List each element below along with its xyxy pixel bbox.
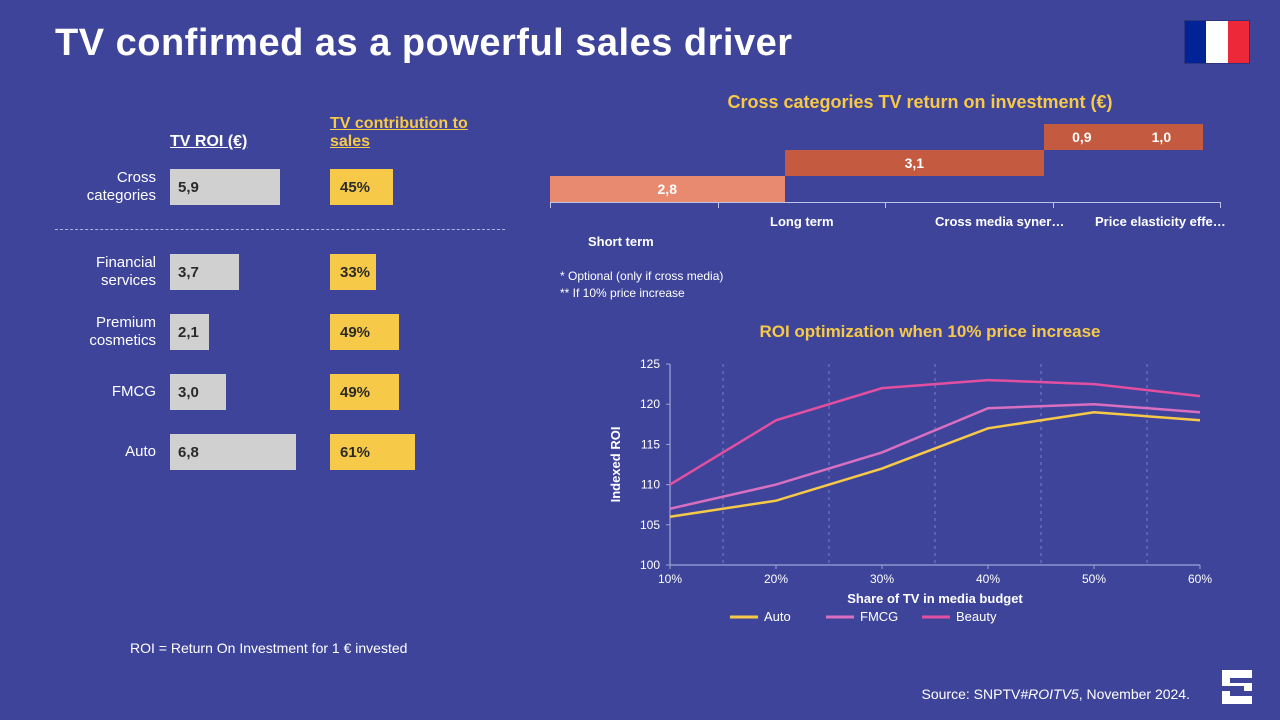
waterfall-segment: 0,9 xyxy=(1044,124,1119,150)
roi-bar: 5,9 xyxy=(170,169,280,205)
table-row: Premium cosmetics2,1 49% xyxy=(55,314,505,350)
waterfall-segment: 2,8 xyxy=(550,176,785,202)
row-label: Financial services xyxy=(55,254,170,290)
svg-text:50%: 50% xyxy=(1082,572,1106,586)
waterfall-segment: 3,1 xyxy=(785,150,1045,176)
contrib-bar: 49% xyxy=(330,374,399,410)
page-title: TV confirmed as a powerful sales driver xyxy=(55,22,793,65)
waterfall-label: Cross media syner… xyxy=(935,214,1064,229)
roi-bar: 2,1 xyxy=(170,314,209,350)
waterfall-chart: 2,8Short term3,1Long term0,9Cross media … xyxy=(550,120,1230,240)
series-line xyxy=(670,380,1200,485)
svg-text:10%: 10% xyxy=(658,572,682,586)
contrib-bar: 49% xyxy=(330,314,399,350)
table-row: Financial services3,7 33% xyxy=(55,254,505,290)
row-label: Auto xyxy=(55,443,170,461)
svg-text:Auto: Auto xyxy=(764,609,791,624)
svg-text:FMCG: FMCG xyxy=(860,609,898,624)
svg-text:Share of TV in media budget: Share of TV in media budget xyxy=(847,591,1023,606)
svg-text:120: 120 xyxy=(640,397,660,411)
waterfall-footnotes: * Optional (only if cross media) ** If 1… xyxy=(560,268,723,302)
source-text: Source: SNPTV#ROITV5, November 2024. xyxy=(922,686,1190,702)
col-header-contrib: TV contribution to sales xyxy=(310,115,480,151)
roi-line-chart: 100 105 110 115 120 125 10% 20% 30% 40% 50% 60% Shar… xyxy=(600,350,1220,625)
brand-logon-icon xyxy=(1216,664,1258,706)
svg-text:20%: 20% xyxy=(764,572,788,586)
svg-text:60%: 60% xyxy=(1188,572,1212,586)
contrib-bar: 61% xyxy=(330,434,415,470)
roi-bar: 3,7 xyxy=(170,254,239,290)
france-flag-icon xyxy=(1184,20,1250,64)
svg-text:100: 100 xyxy=(640,558,660,572)
row-label: Cross categories xyxy=(55,169,170,205)
row-label: FMCG xyxy=(55,383,170,401)
waterfall-label: Short term xyxy=(588,234,654,249)
col-header-roi: TV ROI (€) xyxy=(170,133,310,151)
table-row: Auto6,8 61% xyxy=(55,434,505,470)
roi-table: TV ROI (€) TV contribution to sales Cros… xyxy=(55,115,505,494)
svg-text:110: 110 xyxy=(641,478,660,492)
waterfall-segment: 1,0 xyxy=(1120,124,1204,150)
svg-text:Beauty: Beauty xyxy=(956,609,997,624)
roi-footnote: ROI = Return On Investment for 1 € inves… xyxy=(130,640,407,656)
svg-text:125: 125 xyxy=(640,357,660,371)
waterfall-label: Price elasticity effe… xyxy=(1095,214,1226,229)
table-row: Cross categories5,9 45% xyxy=(55,169,505,205)
table-row: FMCG3,0 49% xyxy=(55,374,505,410)
svg-text:115: 115 xyxy=(641,437,660,451)
contrib-bar: 33% xyxy=(330,254,376,290)
svg-text:30%: 30% xyxy=(870,572,894,586)
svg-text:40%: 40% xyxy=(976,572,1000,586)
row-label: Premium cosmetics xyxy=(55,314,170,350)
waterfall-label: Long term xyxy=(770,214,834,229)
linechart-title: ROI optimization when 10% price increase xyxy=(660,322,1200,342)
svg-text:105: 105 xyxy=(640,518,660,532)
waterfall-title: Cross categories TV return on investment… xyxy=(640,92,1200,113)
roi-bar: 6,8 xyxy=(170,434,296,470)
contrib-bar: 45% xyxy=(330,169,393,205)
svg-text:Indexed ROI: Indexed ROI xyxy=(608,427,623,503)
roi-bar: 3,0 xyxy=(170,374,226,410)
